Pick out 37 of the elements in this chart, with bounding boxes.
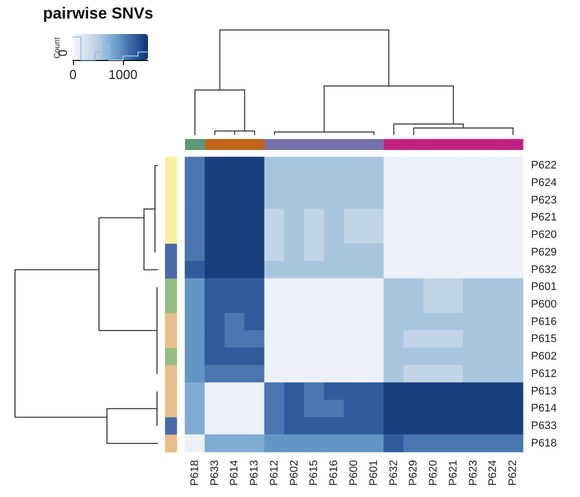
color-bar-title: pairwise SNVs [43,6,154,22]
y-tick-label: P615 [531,333,557,346]
color-bar-label: 0 [69,67,77,82]
x-tick-label: P620 [428,460,440,486]
y-tick-label: P623 [531,194,557,206]
y-tick-label: P612 [531,368,557,380]
x-tick-label: P624 [487,460,500,486]
x-tick-label: P614 [228,460,241,486]
x-tick-label: P633 [208,460,221,486]
x-tick-label: P616 [328,460,340,486]
x-tick-label: P629 [408,460,420,486]
x-tick-label: P601 [368,460,380,486]
x-tick-label: P600 [348,460,360,486]
x-tick-label: P615 [308,460,320,486]
color-bar-label: 1000 [108,67,138,82]
x-tick-label: P602 [288,460,300,486]
x-tick-label: P621 [447,460,460,486]
y-tick-label: P621 [531,212,557,224]
x-tick-label: P618 [188,460,201,486]
y-tick-label: P601 [531,281,557,294]
y-tick-label: P629 [531,246,557,258]
y-tick-label: P614 [531,402,557,415]
x-tick-label: P612 [268,460,280,486]
x-tick-label: P622 [507,460,520,486]
y-tick-label: P620 [531,229,557,242]
y-tick-label: P602 [531,350,557,363]
x-tick-label: P613 [248,460,261,486]
y-tick-label: P624 [531,177,557,190]
y-tick-label: P600 [531,298,557,310]
y-tick-label: P633 [531,420,557,432]
y-tick-label: P622 [531,160,557,172]
y-tick-label: P618 [531,437,557,450]
x-tick-label: P623 [467,460,480,486]
x-tick-label: P632 [388,460,400,486]
y-tick-label: P632 [531,264,557,276]
y-tick-label: P616 [531,316,557,328]
y-tick-label: P613 [531,385,557,398]
